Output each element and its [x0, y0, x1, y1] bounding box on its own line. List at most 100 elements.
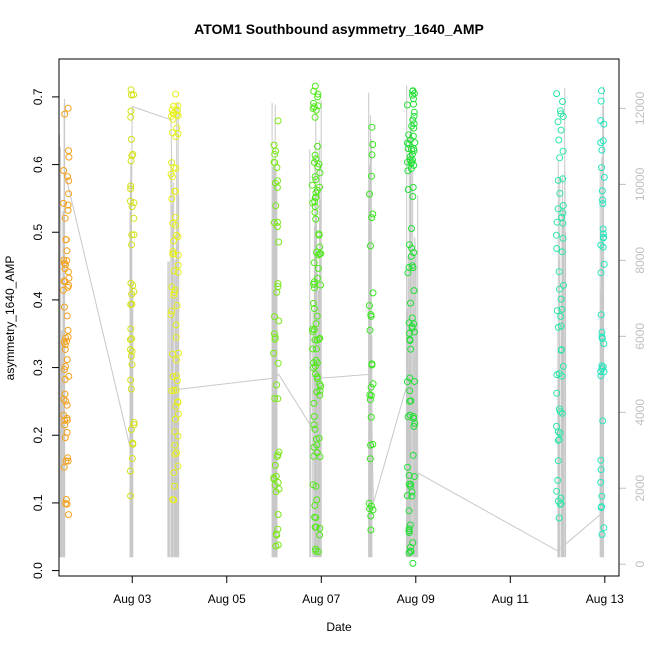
data-point: [65, 147, 72, 155]
data-point: [273, 223, 281, 231]
y2-tick-label: 10000: [633, 167, 647, 201]
data-point: [554, 176, 562, 184]
data-point: [59, 286, 67, 294]
x-tick-label: Aug 11: [492, 592, 529, 606]
data-point: [127, 182, 135, 190]
data-point: [313, 312, 321, 320]
data-point: [174, 462, 182, 470]
points-layer: [59, 82, 608, 567]
data-point: [312, 155, 320, 163]
data-point: [408, 122, 416, 130]
data-point: [316, 243, 324, 251]
data-point: [408, 262, 416, 270]
data-point: [409, 132, 417, 140]
data-point: [60, 303, 68, 311]
data-point: [310, 399, 318, 407]
data-point: [173, 231, 181, 239]
data-point: [127, 385, 135, 393]
data-point: [598, 362, 606, 370]
data-point: [127, 376, 135, 384]
data-point: [128, 91, 136, 99]
data-point: [62, 496, 70, 503]
data-point: [128, 300, 136, 308]
data-point: [367, 502, 375, 510]
x-tick-label: Aug 05: [208, 592, 246, 606]
data-point: [409, 156, 416, 164]
data-point: [408, 492, 416, 500]
data-point: [62, 363, 69, 370]
data-point: [369, 141, 377, 148]
data-point: [63, 337, 70, 345]
data-point: [599, 234, 607, 242]
data-point: [64, 333, 72, 341]
data-point: [128, 455, 136, 462]
data-point: [367, 311, 375, 319]
data-point: [274, 525, 282, 533]
data-point: [403, 139, 411, 147]
data-point: [560, 281, 567, 289]
data-point: [271, 394, 279, 402]
data-point: [410, 95, 417, 103]
data-point: [597, 466, 605, 474]
data-point: [310, 421, 318, 429]
data-point: [406, 156, 414, 164]
data-point: [65, 511, 72, 519]
data-point: [309, 345, 317, 353]
data-point: [559, 175, 567, 183]
data-point: [599, 230, 607, 238]
data-point: [310, 103, 318, 111]
data-point: [311, 523, 319, 531]
data-point: [129, 150, 137, 158]
data-point: [559, 98, 566, 105]
data-point: [60, 411, 68, 419]
data-point: [554, 457, 562, 465]
x-tick-label: Aug 13: [586, 592, 624, 606]
data-point: [597, 311, 605, 319]
data-point: [410, 90, 418, 97]
data-point: [127, 336, 134, 343]
data-point: [272, 530, 280, 538]
data-point: [367, 413, 375, 421]
data-point: [310, 280, 318, 288]
data-point: [557, 322, 565, 330]
data-point: [405, 319, 413, 327]
data-point: [553, 487, 561, 495]
data-point: [127, 113, 135, 121]
data-point: [554, 118, 562, 126]
data-point: [317, 281, 325, 289]
data-point: [60, 463, 68, 471]
data-point: [310, 99, 317, 107]
data-point: [130, 419, 138, 426]
data-point: [410, 473, 418, 480]
data-point: [168, 112, 175, 120]
data-point: [62, 397, 70, 405]
data-point: [64, 268, 72, 276]
data-point: [599, 243, 607, 251]
data-point: [64, 206, 72, 214]
data-point: [600, 340, 608, 348]
data-point: [312, 356, 320, 364]
data-point: [557, 346, 565, 354]
data-point: [557, 110, 565, 118]
data-point: [366, 326, 374, 334]
data-point: [555, 136, 563, 144]
data-point: [313, 345, 320, 353]
data-point: [171, 415, 179, 423]
data-point: [312, 545, 320, 553]
data-point: [61, 346, 69, 353]
data-point: [409, 87, 416, 95]
data-point: [275, 238, 283, 246]
data-point: [315, 434, 323, 442]
data-point: [317, 382, 325, 390]
data-point: [367, 526, 375, 534]
data-point: [127, 426, 135, 433]
axes-layer: Aug 03 Aug 05 Aug 07 Aug 09 Aug 11 Aug 13 0.0 0…: [31, 88, 647, 606]
data-point: [369, 506, 377, 514]
data-point: [409, 193, 417, 200]
x-tick-label: Aug 09: [397, 592, 435, 606]
data-point: [404, 463, 411, 471]
data-point: [270, 141, 278, 149]
data-point: [410, 328, 418, 336]
x-tick-label: Aug 07: [302, 592, 340, 606]
data-point: [558, 372, 566, 380]
